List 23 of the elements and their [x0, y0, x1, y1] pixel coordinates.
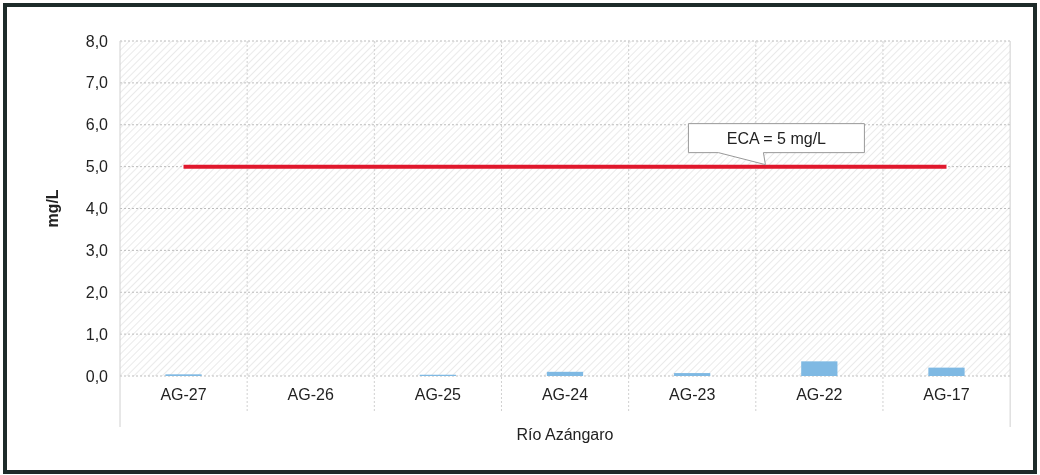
x-axis-title: Río Azángaro [516, 426, 614, 443]
bar [546, 371, 584, 376]
bar [674, 373, 711, 376]
x-tick-label: AG-27 [160, 386, 207, 403]
y-tick-label: 5,0 [85, 158, 109, 176]
y-tick-label: 1,0 [85, 325, 109, 343]
y-tick-label: 7,0 [85, 74, 109, 92]
bar [801, 361, 838, 376]
y-tick-label: 8,0 [85, 32, 109, 50]
y-axis-title: mg/L [44, 189, 61, 228]
x-tick-label: AG-26 [287, 386, 334, 403]
ref-line-label: ECA = 5 mg/L [726, 129, 827, 147]
bar [928, 367, 965, 376]
y-tick-label: 3,0 [85, 241, 109, 259]
y-tick-label: 6,0 [85, 116, 109, 134]
x-tick-label: AG-22 [796, 386, 843, 403]
x-tick-label: AG-25 [414, 386, 462, 403]
x-tick-label: AG-17 [923, 386, 970, 403]
y-tick-label: 2,0 [85, 283, 109, 301]
y-tick-label: 0,0 [85, 367, 109, 385]
y-tick-label: 4,0 [85, 200, 109, 218]
x-tick-label: AG-24 [541, 386, 589, 403]
x-tick-label: AG-23 [669, 386, 716, 403]
